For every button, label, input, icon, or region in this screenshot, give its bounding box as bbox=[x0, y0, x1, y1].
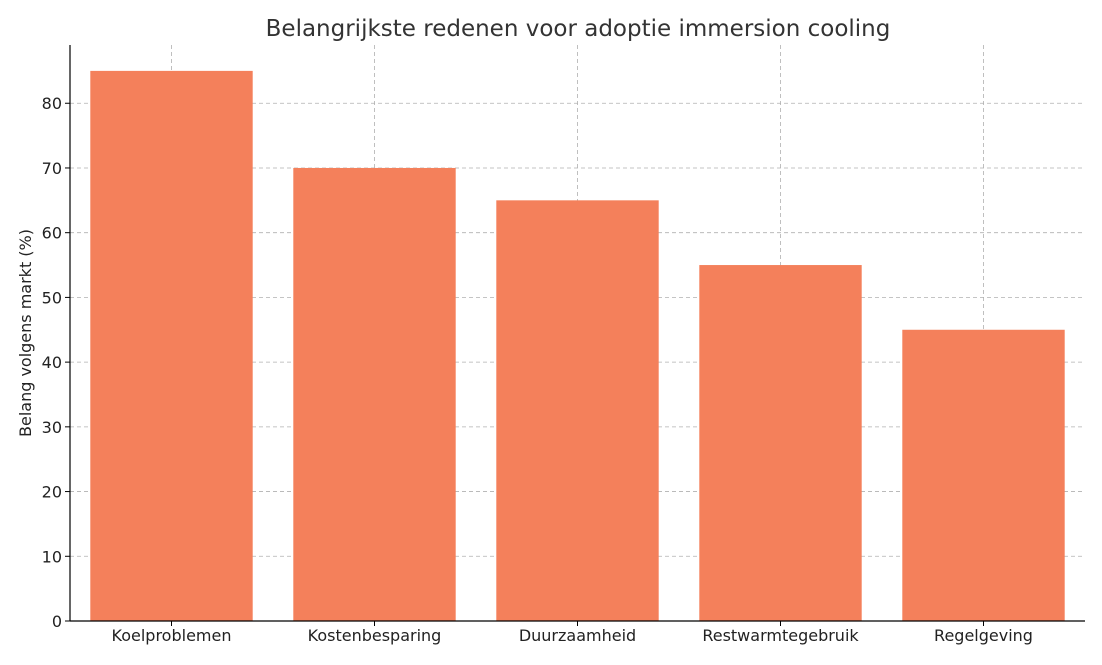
x-tick-label: Regelgeving bbox=[934, 626, 1033, 645]
y-tick-label: 30 bbox=[42, 418, 62, 437]
x-tick-label: Duurzaamheid bbox=[519, 626, 636, 645]
bar-regelgeving bbox=[902, 329, 1065, 621]
chart-title: Belangrijkste redenen voor adoptie immer… bbox=[266, 16, 891, 42]
bar-koelproblemen bbox=[90, 70, 253, 622]
bar-kostenbesparing bbox=[293, 167, 456, 621]
y-tick-label: 40 bbox=[42, 353, 62, 372]
axes bbox=[65, 45, 1085, 626]
y-axis-label: Belang volgens markt (%) bbox=[16, 229, 35, 437]
y-tick-label: 20 bbox=[42, 483, 62, 502]
y-tick-label: 60 bbox=[42, 224, 62, 243]
x-tick-label: Restwarmtegebruik bbox=[702, 626, 859, 645]
tick-labels: 0 10 20 30 40 50 60 70 80 Koelproblemen Kostenbesp… bbox=[42, 94, 1033, 645]
x-tick-label: Kostenbesparing bbox=[308, 626, 442, 645]
bars bbox=[90, 70, 1065, 622]
y-tick-label: 70 bbox=[42, 159, 62, 178]
y-tick-label: 50 bbox=[42, 288, 62, 307]
x-tick-label: Koelproblemen bbox=[112, 626, 232, 645]
y-tick-label: 80 bbox=[42, 94, 62, 113]
bar-duurzaamheid bbox=[496, 200, 659, 621]
bar-restwarmtegebruik bbox=[699, 265, 862, 621]
y-tick-label: 0 bbox=[52, 612, 62, 631]
y-tick-label: 10 bbox=[42, 547, 62, 566]
